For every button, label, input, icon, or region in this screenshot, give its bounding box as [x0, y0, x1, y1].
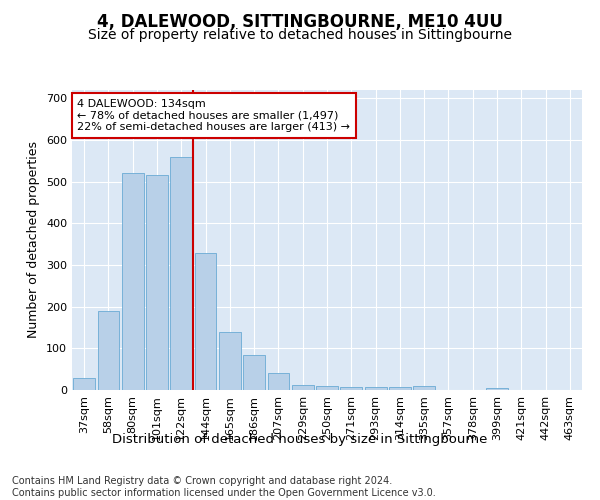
Bar: [292, 384, 314, 390]
Y-axis label: Number of detached properties: Number of detached properties: [28, 142, 40, 338]
Text: Distribution of detached houses by size in Sittingbourne: Distribution of detached houses by size …: [112, 432, 488, 446]
Bar: [389, 386, 411, 390]
Bar: [340, 386, 362, 390]
Bar: [219, 332, 241, 390]
Bar: [316, 386, 338, 390]
Text: 4, DALEWOOD, SITTINGBOURNE, ME10 4UU: 4, DALEWOOD, SITTINGBOURNE, ME10 4UU: [97, 12, 503, 30]
Bar: [73, 378, 95, 390]
Bar: [365, 386, 386, 390]
Bar: [170, 156, 192, 390]
Text: Size of property relative to detached houses in Sittingbourne: Size of property relative to detached ho…: [88, 28, 512, 42]
Bar: [413, 386, 435, 390]
Bar: [268, 374, 289, 390]
Bar: [243, 354, 265, 390]
Bar: [122, 174, 143, 390]
Bar: [194, 254, 217, 390]
Bar: [146, 176, 168, 390]
Bar: [486, 388, 508, 390]
Bar: [97, 311, 119, 390]
Text: Contains HM Land Registry data © Crown copyright and database right 2024.
Contai: Contains HM Land Registry data © Crown c…: [12, 476, 436, 498]
Text: 4 DALEWOOD: 134sqm
← 78% of detached houses are smaller (1,497)
22% of semi-deta: 4 DALEWOOD: 134sqm ← 78% of detached hou…: [77, 99, 350, 132]
